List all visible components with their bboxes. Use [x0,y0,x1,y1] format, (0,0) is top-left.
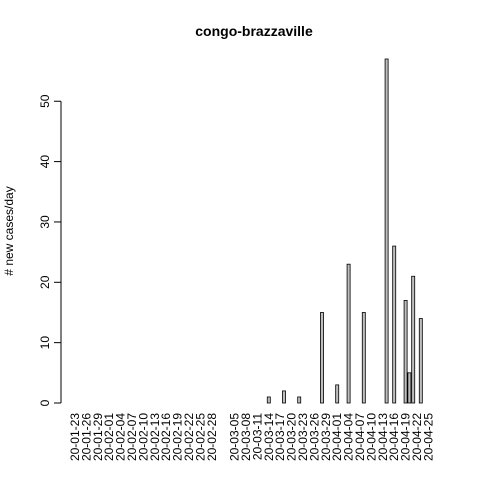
bar [320,312,324,404]
y-axis-label: # new cases/day [2,186,16,275]
x-tick-label: 20-03-29 [319,413,333,461]
bar [361,312,366,404]
x-tick-label: 20-04-01 [330,413,344,461]
bar [335,384,340,404]
x-tick-label: 20-03-05 [228,413,242,461]
x-tick-label: 20-01-23 [68,413,82,461]
x-tick-label: 20-02-22 [182,413,196,461]
bar [384,58,389,404]
x-tick-label: 20-04-04 [342,413,356,461]
y-tick-label: 20 [38,275,52,289]
chart-title: congo-brazzaville [195,23,313,39]
x-tick-label: 20-02-19 [171,413,185,461]
x-tick-label: 20-02-13 [148,413,162,461]
y-tick-label: 0 [38,399,52,406]
x-tick-label: 20-03-20 [285,413,299,461]
bar [403,300,408,404]
bar [392,245,397,404]
y-tick-label: 30 [38,215,52,229]
x-tick-label: 20-04-25 [421,413,435,461]
x-tick-label: 20-03-17 [273,413,287,461]
y-tick-label: 50 [38,94,52,108]
x-tick-label: 20-02-04 [114,413,128,461]
x-tick-label: 20-02-07 [125,413,139,461]
x-tick-label: 20-02-10 [136,413,150,461]
bar [346,263,351,404]
bar [297,396,302,404]
x-tick-label: 20-01-26 [79,413,93,461]
bar [282,390,286,404]
x-tick-label: 20-02-28 [205,413,219,461]
x-tick-label: 20-03-26 [307,413,321,461]
bar [418,318,423,404]
x-tick-label: 20-03-23 [296,413,310,461]
x-tick-label: 20-03-11 [250,413,264,460]
x-tick-label: 20-03-08 [239,413,253,461]
x-tick-label: 20-04-19 [399,413,413,461]
y-tick-label: 10 [38,336,52,350]
x-tick-label: 20-04-07 [353,413,367,461]
x-tick-label: 20-04-22 [410,413,424,461]
x-tick-label: 20-02-25 [193,413,207,461]
x-tick-label: 20-04-10 [364,413,378,461]
x-tick-label: 20-02-01 [102,413,116,461]
x-tick-label: 20-04-13 [376,413,390,461]
y-tick-label: 40 [38,155,52,169]
x-tick-label: 20-02-16 [159,413,173,461]
bar [407,372,412,404]
bar [266,396,271,404]
x-tick-label: 20-01-29 [91,413,105,461]
x-tick-label: 20-04-16 [387,413,401,461]
x-tick-label: 20-03-14 [262,413,276,461]
bar [411,275,416,404]
